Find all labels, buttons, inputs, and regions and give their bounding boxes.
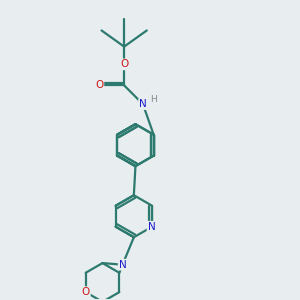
Text: N: N <box>148 222 155 232</box>
Text: O: O <box>120 59 128 69</box>
Text: O: O <box>82 287 90 297</box>
Text: N: N <box>139 99 147 109</box>
Text: H: H <box>150 95 157 104</box>
Text: N: N <box>119 260 126 270</box>
Text: O: O <box>95 80 103 90</box>
